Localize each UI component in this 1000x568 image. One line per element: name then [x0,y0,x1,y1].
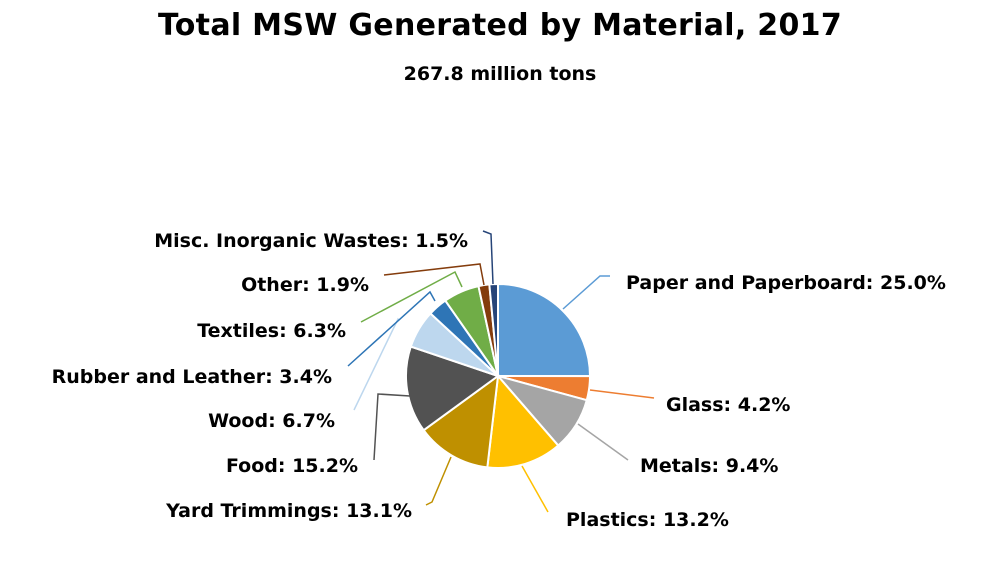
pie-slice [486,373,560,469]
pie-slice [497,282,592,378]
slice-label: Metals: 9.4% [640,455,778,477]
pie-slice [422,373,500,469]
leader-line [373,393,411,461]
leader-line [577,423,629,461]
slice-label: Textiles: 6.3% [197,320,346,342]
pie-slice [488,282,499,377]
leader-line [353,317,400,411]
slice-label: Food: 15.2% [226,455,358,477]
leader-line [521,465,549,513]
leader-line [482,230,494,285]
leader-line [360,270,463,323]
slice-label: Other: 1.9% [241,274,369,296]
leader-line [589,389,655,399]
leader-line [562,275,610,310]
chart-subtitle: 267.8 million tons [403,63,597,85]
leader-line [425,456,452,506]
slice-label: Wood: 6.7% [208,410,335,432]
slice-label: Paper and Paperboard: 25.0% [626,272,946,294]
slice-label: Yard Trimmings: 13.1% [165,500,412,522]
leader-line [347,290,436,367]
slice-label: Rubber and Leather: 3.4% [52,366,332,388]
slice-label: Glass: 4.2% [666,394,790,416]
pie-slice [405,345,501,432]
leader-line [383,263,485,286]
slice-label: Plastics: 13.2% [566,509,729,531]
slice-label: Misc. Inorganic Wastes: 1.5% [154,230,468,252]
chart-title: Total MSW Generated by Material, 2017 [157,8,843,43]
